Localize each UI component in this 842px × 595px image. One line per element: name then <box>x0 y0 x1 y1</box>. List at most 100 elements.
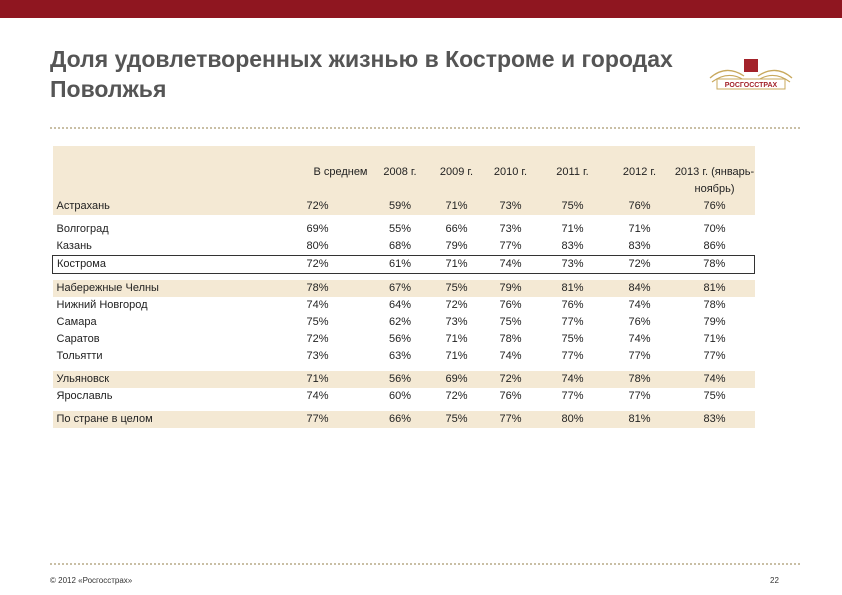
table-cell: 61% <box>367 255 433 274</box>
table-cell: 71% <box>674 331 755 348</box>
table-cell: 74% <box>480 348 541 365</box>
table-cell: 76% <box>674 198 755 215</box>
table-row: Тольятти 73% 63% 71% 74% 77% 77% 77% <box>52 348 755 365</box>
column-header: 2008 г. <box>367 146 433 198</box>
table-cell: 71% <box>604 221 675 238</box>
table-cell: 68% <box>367 238 433 256</box>
table-cell: 81% <box>674 280 755 297</box>
table-cell: 83% <box>604 238 675 256</box>
table-cell: 72% <box>604 255 675 274</box>
table-cell: 77% <box>480 411 541 428</box>
table-cell: 71% <box>432 348 481 365</box>
city-name: Набережные Челны <box>52 280 268 297</box>
table-cell: 78% <box>267 280 368 297</box>
table-cell: 81% <box>540 280 605 297</box>
city-name: Астрахань <box>52 198 268 215</box>
table-row: Набережные Челны 78% 67% 75% 79% 81% 84%… <box>52 280 755 297</box>
table-cell: 80% <box>267 238 368 256</box>
table-cell: 77% <box>480 238 541 256</box>
table-cell: 64% <box>367 297 433 314</box>
rosgosstrakh-logo: РОСГОССТРАХ <box>706 56 796 96</box>
table-cell: 78% <box>674 297 755 314</box>
table-cell: 79% <box>674 314 755 331</box>
dotted-divider-bottom <box>50 563 800 565</box>
table-cell: 73% <box>480 198 541 215</box>
table-cell: 72% <box>432 388 481 405</box>
table-cell: 83% <box>540 238 605 256</box>
table-cell: 76% <box>480 388 541 405</box>
table-cell: 72% <box>267 255 368 274</box>
table-cell: 79% <box>480 280 541 297</box>
table-cell: 74% <box>267 297 368 314</box>
city-name: Нижний Новгород <box>52 297 268 314</box>
table-row: Самара 75% 62% 73% 75% 77% 76% 79% <box>52 314 755 331</box>
table-cell: 73% <box>432 314 481 331</box>
table-cell: 75% <box>432 280 481 297</box>
table-cell: 72% <box>480 371 541 388</box>
table-cell: 75% <box>540 331 605 348</box>
table-cell: 75% <box>480 314 541 331</box>
table-cell: 75% <box>432 411 481 428</box>
column-header: 2013 г. (январь-ноябрь) <box>674 146 755 198</box>
copyright-text: © 2012 «Росгосстрах» <box>50 576 133 585</box>
city-name: Ульяновск <box>52 371 268 388</box>
table-cell: 74% <box>540 371 605 388</box>
table-cell: 75% <box>267 314 368 331</box>
table-row: Ярославль 74% 60% 72% 76% 77% 77% 75% <box>52 388 755 405</box>
table-cell: 74% <box>267 388 368 405</box>
table-cell: 67% <box>367 280 433 297</box>
table-cell: 72% <box>432 297 481 314</box>
table-cell: 60% <box>367 388 433 405</box>
table-cell: 56% <box>367 371 433 388</box>
table-cell: 79% <box>432 238 481 256</box>
table-row: Ульяновск 71% 56% 69% 72% 74% 78% 74% <box>52 371 755 388</box>
table-cell: 77% <box>604 348 675 365</box>
column-header: 2009 г. <box>432 146 481 198</box>
svg-text:РОСГОССТРАХ: РОСГОССТРАХ <box>725 82 778 89</box>
table-cell: 86% <box>674 238 755 256</box>
table-cell: 77% <box>674 348 755 365</box>
table-row: Казань 80% 68% 79% 77% 83% 83% 86% <box>52 238 755 256</box>
table-cell: 77% <box>540 388 605 405</box>
table-cell: 59% <box>367 198 433 215</box>
table-cell: 70% <box>674 221 755 238</box>
table-cell: 66% <box>432 221 481 238</box>
table-cell: 73% <box>540 255 605 274</box>
table-cell: 77% <box>540 348 605 365</box>
table-cell: 74% <box>674 371 755 388</box>
table-cell: 76% <box>540 297 605 314</box>
top-brand-bar <box>0 0 842 18</box>
table-header-row: В среднем 2008 г. 2009 г. 2010 г. 2011 г… <box>52 146 755 198</box>
table-cell: 73% <box>480 221 541 238</box>
table-cell: 77% <box>604 388 675 405</box>
column-header: 2011 г. <box>540 146 605 198</box>
table-cell: 66% <box>367 411 433 428</box>
city-name: Волгоград <box>52 221 268 238</box>
table-cell: 71% <box>540 221 605 238</box>
table-cell: 63% <box>367 348 433 365</box>
table-row: Саратов 72% 56% 71% 78% 75% 74% 71% <box>52 331 755 348</box>
table-cell: 74% <box>480 255 541 274</box>
column-header: 2012 г. <box>604 146 675 198</box>
table-cell: 83% <box>674 411 755 428</box>
city-name: Тольятти <box>52 348 268 365</box>
table-row-country-total: По стране в целом 77% 66% 75% 77% 80% 81… <box>52 411 755 428</box>
column-header: 2010 г. <box>480 146 541 198</box>
table-cell: 78% <box>480 331 541 348</box>
dotted-divider-top <box>50 127 800 129</box>
table-cell: 73% <box>267 348 368 365</box>
table-row: Волгоград 69% 55% 66% 73% 71% 71% 70% <box>52 221 755 238</box>
table-row: Астрахань 72% 59% 71% 73% 75% 76% 76% <box>52 198 755 215</box>
satisfaction-table: В среднем 2008 г. 2009 г. 2010 г. 2011 г… <box>52 146 755 428</box>
table-cell: 72% <box>267 331 368 348</box>
table-cell: 69% <box>267 221 368 238</box>
table-cell: 71% <box>432 331 481 348</box>
table-cell: 74% <box>604 297 675 314</box>
city-name: Кострома <box>52 255 268 274</box>
table-cell: 77% <box>540 314 605 331</box>
table-cell: 76% <box>604 198 675 215</box>
table-cell: 74% <box>604 331 675 348</box>
table-cell: 78% <box>674 255 755 274</box>
page-title: Доля удовлетворенных жизнью в Костроме и… <box>50 46 673 102</box>
table-cell: 71% <box>267 371 368 388</box>
